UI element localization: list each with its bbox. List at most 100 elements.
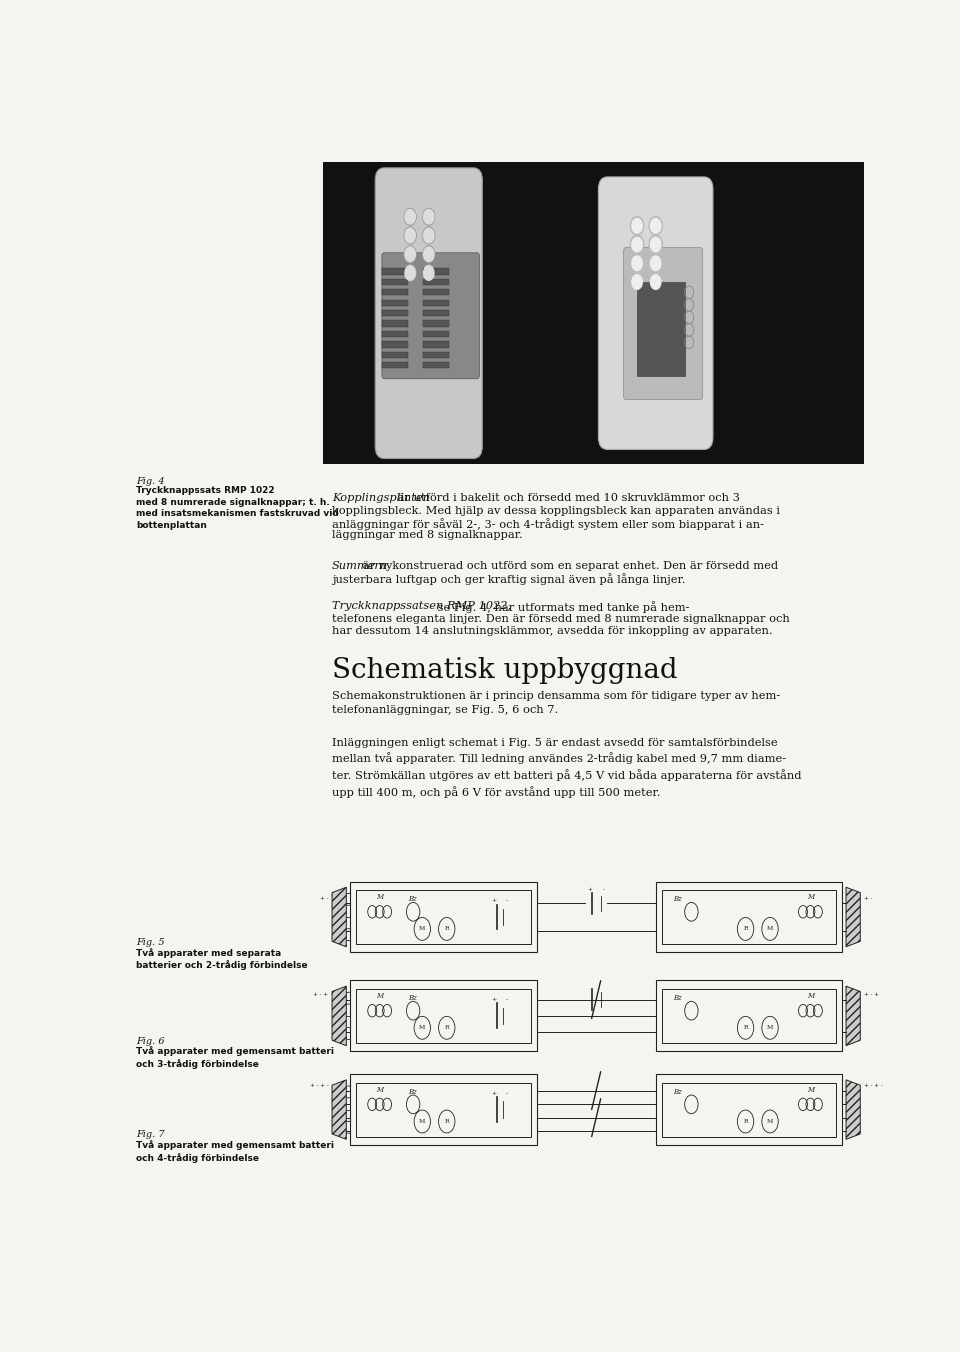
Bar — [422, 331, 449, 337]
Bar — [382, 279, 408, 285]
Text: Bz: Bz — [674, 1088, 683, 1096]
Polygon shape — [846, 1080, 860, 1140]
Bar — [382, 289, 408, 296]
Circle shape — [422, 208, 435, 226]
Text: R: R — [743, 1119, 748, 1124]
Text: M: M — [376, 992, 383, 1000]
Text: justerbara luftgap och ger kraftig signal även på långa linjer.: justerbara luftgap och ger kraftig signa… — [332, 573, 685, 585]
Circle shape — [404, 208, 416, 226]
Polygon shape — [332, 1080, 347, 1140]
Text: M: M — [376, 894, 383, 902]
Bar — [656, 980, 843, 1052]
Polygon shape — [846, 986, 860, 1045]
Bar — [422, 310, 449, 316]
Circle shape — [404, 227, 416, 243]
Circle shape — [422, 265, 435, 281]
Circle shape — [631, 273, 644, 292]
Text: Kopplingsplinten: Kopplingsplinten — [332, 493, 430, 503]
Text: +: + — [491, 899, 496, 903]
Text: Fig. 4: Fig. 4 — [136, 477, 165, 485]
Bar — [324, 162, 864, 464]
Circle shape — [632, 256, 642, 270]
Text: + -: + - — [864, 896, 873, 900]
Text: Schematisk uppbyggnad: Schematisk uppbyggnad — [332, 657, 678, 684]
Circle shape — [405, 210, 416, 224]
Text: Bz: Bz — [674, 895, 683, 903]
Text: M: M — [806, 992, 814, 1000]
Bar — [422, 320, 449, 327]
Circle shape — [651, 238, 660, 251]
Text: Bz: Bz — [408, 1088, 417, 1096]
FancyBboxPatch shape — [382, 253, 479, 379]
Circle shape — [651, 274, 660, 289]
Bar — [661, 1083, 836, 1137]
Circle shape — [405, 228, 416, 243]
Text: M: M — [420, 1025, 425, 1030]
FancyBboxPatch shape — [598, 177, 713, 449]
Text: -: - — [506, 1091, 508, 1096]
Text: R: R — [444, 926, 449, 932]
Text: + - +: + - + — [864, 992, 879, 996]
Circle shape — [423, 228, 434, 243]
Circle shape — [631, 216, 644, 235]
Circle shape — [405, 266, 416, 280]
Text: Summern: Summern — [332, 561, 388, 571]
Text: + - + -: + - + - — [864, 1083, 883, 1088]
Polygon shape — [332, 887, 347, 946]
Text: + - + -: + - + - — [309, 1083, 328, 1088]
Circle shape — [632, 238, 642, 251]
Bar — [356, 1083, 531, 1137]
Text: +: + — [491, 998, 496, 1002]
Circle shape — [649, 216, 662, 235]
Text: Bz: Bz — [408, 994, 417, 1002]
Bar — [349, 882, 537, 952]
Text: Tryckknappssats RMP 1022
med 8 numrerade signalknappar; t. h.
med insatsmekanism: Tryckknappssats RMP 1022 med 8 numrerade… — [136, 487, 339, 530]
Circle shape — [631, 235, 644, 254]
Circle shape — [404, 246, 416, 262]
Text: Tryckknappssatsen RMP 1022,: Tryckknappssatsen RMP 1022, — [332, 602, 511, 611]
Text: anläggningar för såväl 2-, 3- och 4-trådigt system eller som biapparat i an-: anläggningar för såväl 2-, 3- och 4-tråd… — [332, 518, 764, 530]
Circle shape — [651, 256, 660, 270]
Text: R: R — [743, 926, 748, 932]
Bar — [656, 882, 843, 952]
Bar — [382, 341, 408, 347]
Bar — [422, 341, 449, 347]
Circle shape — [404, 265, 416, 281]
Bar — [422, 362, 449, 368]
Text: M: M — [806, 894, 814, 902]
Bar — [422, 289, 449, 296]
Text: har dessutom 14 anslutningsklämmor, avsedda för inkoppling av apparaten.: har dessutom 14 anslutningsklämmor, avse… — [332, 626, 773, 635]
Bar — [661, 988, 836, 1042]
Text: -: - — [506, 998, 508, 1002]
Bar — [349, 1075, 537, 1145]
Bar — [382, 352, 408, 358]
Circle shape — [422, 246, 435, 262]
Text: M: M — [767, 926, 773, 932]
Text: är nykonstruerad och utförd som en separat enhet. Den är försedd med: är nykonstruerad och utförd som en separ… — [359, 561, 779, 571]
Circle shape — [649, 235, 662, 254]
Text: Fig. 5: Fig. 5 — [136, 938, 165, 946]
Text: R: R — [444, 1025, 449, 1030]
Text: -: - — [506, 899, 508, 903]
Text: R: R — [444, 1119, 449, 1124]
Text: -: - — [603, 887, 605, 892]
Circle shape — [423, 247, 434, 261]
Text: M: M — [806, 1086, 814, 1094]
Bar — [356, 890, 531, 944]
Bar — [382, 362, 408, 368]
Bar — [422, 279, 449, 285]
Text: Schemakonstruktionen är i princip densamma som för tidigare typer av hem-
telefo: Schemakonstruktionen är i princip densam… — [332, 691, 780, 715]
Bar — [661, 890, 836, 944]
Bar — [637, 283, 685, 376]
Text: M: M — [420, 1119, 425, 1124]
Bar — [382, 320, 408, 327]
Text: Inläggningen enligt schemat i Fig. 5 är endast avsedd för samtalsförbindelse
mel: Inläggningen enligt schemat i Fig. 5 är … — [332, 738, 802, 798]
Bar — [382, 331, 408, 337]
Text: Bz: Bz — [674, 994, 683, 1002]
Text: M: M — [376, 1086, 383, 1094]
Text: Fig. 7: Fig. 7 — [136, 1130, 165, 1140]
Text: Två apparater med separata
batterier och 2-trådig förbindelse: Två apparater med separata batterier och… — [136, 948, 308, 971]
Text: M: M — [767, 1119, 773, 1124]
Text: M: M — [420, 926, 425, 932]
FancyBboxPatch shape — [375, 168, 482, 458]
